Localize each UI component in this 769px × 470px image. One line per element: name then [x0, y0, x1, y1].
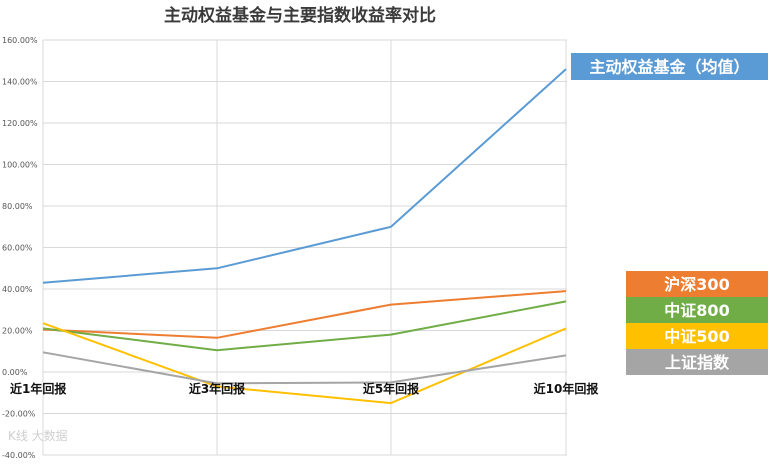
y-tick-label: 20.00%	[2, 327, 33, 336]
y-tick-label: 80.00%	[2, 202, 33, 211]
y-tick-label: 0.00%	[2, 368, 28, 377]
legend-swatch	[626, 297, 768, 323]
watermark: K线 大数据	[8, 428, 68, 443]
series-line	[42, 300, 567, 352]
x-tick-label: 近1年回报	[10, 381, 66, 396]
y-tick-label: 60.00%	[2, 244, 33, 253]
x-axis-tick-labels: 近1年回报 近3年回报 近5年回报 近10年回报	[10, 381, 598, 396]
chart-title: 主动权益基金与主要指数收益率对比	[164, 5, 436, 26]
legend-swatch	[571, 53, 768, 80]
legend-swatch	[626, 323, 768, 349]
series-lines	[42, 68, 567, 405]
x-tick-label: 近5年回报	[363, 381, 419, 396]
x-tick-label: 近3年回报	[189, 381, 245, 396]
y-tick-label: 100.00%	[2, 161, 38, 170]
legend-label: 沪深300	[664, 275, 729, 294]
series-line	[42, 290, 567, 339]
y-tick-label: 120.00%	[2, 119, 38, 128]
series-line	[42, 351, 567, 385]
legend-label: 上证指数	[665, 353, 730, 372]
legend-label: 中证800	[664, 301, 729, 320]
y-tick-label: 160.00%	[2, 36, 38, 45]
series-line	[42, 68, 567, 284]
legend: 主动权益基金（均值） 沪深300 中证800 中证500 上证指数	[571, 53, 768, 375]
legend-label: 中证500	[664, 327, 729, 346]
y-axis-tick-labels: 160.00% 140.00% 120.00% 100.00% 80.00% 60.00%…	[2, 36, 38, 460]
x-tick-label: 近10年回报	[534, 381, 599, 396]
y-tick-label: 140.00%	[2, 78, 38, 87]
y-tick-label: 40.00%	[2, 285, 33, 294]
legend-swatch	[626, 271, 768, 297]
y-tick-label: -20.00%	[2, 410, 36, 419]
y-tick-label: -40.00%	[2, 451, 36, 460]
legend-swatch	[626, 349, 768, 375]
series-line	[42, 322, 567, 405]
legend-label: 主动权益基金（均值）	[589, 58, 749, 77]
